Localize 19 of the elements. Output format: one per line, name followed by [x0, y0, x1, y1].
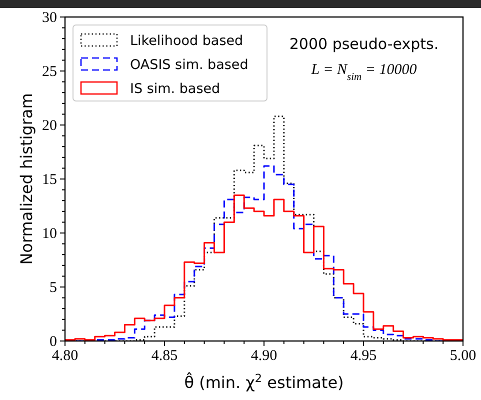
legend-label: OASIS sim. based: [130, 57, 248, 73]
y-tick-label: 25: [42, 64, 57, 80]
legend-label: IS sim. based: [130, 81, 220, 97]
y-tick-label: 15: [42, 172, 57, 188]
y-tick-label: 20: [42, 118, 57, 134]
x-tick-label: 4.80: [52, 348, 78, 364]
y-tick-label: 10: [42, 226, 57, 242]
annotation: 2000 pseudo-expts.: [289, 35, 439, 53]
y-tick-label: 5: [50, 280, 57, 296]
legend-label: Likelihood based: [130, 33, 244, 49]
y-tick-label: 30: [42, 10, 57, 26]
x-tick-label: 5.00: [450, 348, 476, 364]
y-tick-label: 0: [50, 334, 57, 350]
x-tick-label: 4.90: [250, 348, 278, 364]
x-tick-label: 4.95: [350, 348, 377, 364]
y-axis-title: Normalized histigram: [17, 93, 36, 265]
x-tick-label: 4.85: [151, 348, 178, 364]
x-axis-title: θ̂ (min. χ$^{2}$ estimate): [184, 372, 344, 392]
annotation: L = N$_{sim}$ = 10000: [310, 62, 418, 82]
